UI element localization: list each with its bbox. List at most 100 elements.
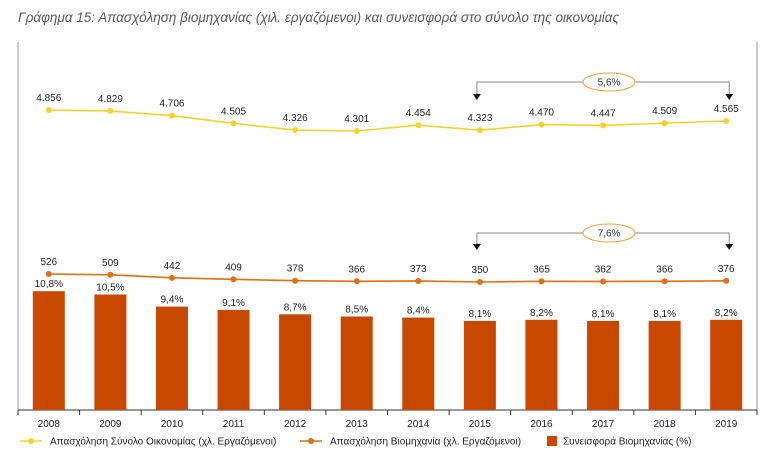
bar-label-2017: 8,1% — [592, 309, 615, 320]
total-employment-label-2008: 4.856 — [36, 93, 61, 104]
x-tick-label-2015: 2015 — [469, 419, 492, 430]
industry-employment-label-2008: 526 — [40, 257, 57, 268]
total-employment-point-2015 — [476, 127, 483, 134]
contribution-legend-label: Συνεισφορά Βιομηχανίας (%) — [563, 436, 692, 448]
industry-employment-point-2014 — [415, 277, 422, 284]
total-employment-label-2010: 4.706 — [159, 99, 184, 110]
bar-label-2013: 8,5% — [345, 305, 368, 316]
industry-employment-point-2013 — [353, 278, 360, 285]
industry-employment-label-2012: 378 — [287, 264, 304, 275]
chart-title: Γράφημα 15: Απασχόληση βιομηχανίας (χιλ.… — [18, 10, 620, 25]
total-employment-label-2012: 4.326 — [283, 113, 308, 124]
industry-employment-point-2017 — [600, 278, 607, 285]
x-tick-label-2010: 2010 — [161, 419, 184, 430]
total-employment-point-2012 — [292, 127, 299, 134]
industry-employment-label-2009: 509 — [102, 258, 119, 269]
bar-label-2016: 8,2% — [530, 308, 553, 319]
total-change-arrow-start — [472, 94, 481, 100]
bar-label-2014: 8,4% — [407, 306, 430, 317]
industry-employment-point-2012 — [292, 277, 299, 284]
bar-label-2008: 10,8% — [35, 279, 63, 290]
industry-employment-point-2016 — [538, 278, 545, 285]
total-employment-point-2016 — [538, 121, 545, 128]
industry-employment-legend-marker — [308, 438, 314, 444]
bar-2009 — [94, 294, 127, 410]
bar-2017 — [587, 320, 620, 410]
industry-change-arrow-start — [472, 244, 481, 250]
bar-label-2019: 8,2% — [715, 308, 738, 319]
industry-change-arrow-end — [725, 244, 734, 250]
total-employment-label-2018: 4.509 — [652, 106, 677, 117]
bar-2015 — [463, 320, 496, 410]
x-tick-label-2018: 2018 — [654, 419, 677, 430]
total-employment-label-2013: 4.301 — [344, 114, 369, 125]
total-employment-point-2009 — [107, 108, 114, 115]
bar-label-2009: 10,5% — [96, 283, 124, 294]
total-employment-legend-marker — [28, 438, 34, 444]
bar-2008 — [32, 291, 65, 410]
total-employment-label-2009: 4.829 — [98, 94, 123, 105]
bar-2012 — [279, 314, 312, 410]
industry-employment-point-2011 — [230, 276, 237, 283]
x-tick-label-2013: 2013 — [346, 419, 369, 430]
bar-2018 — [648, 320, 681, 410]
industry-change-ellipse — [582, 223, 636, 243]
bar-label-2015: 8,1% — [468, 309, 491, 320]
x-tick-label-2017: 2017 — [592, 419, 615, 430]
total-employment-point-2013 — [353, 128, 360, 134]
x-tick-label-2012: 2012 — [284, 419, 307, 430]
total-change-value: 5,6% — [598, 78, 621, 89]
total-employment-point-2011 — [230, 120, 237, 127]
bar-label-2012: 8,7% — [284, 302, 307, 313]
bar-2013 — [340, 316, 373, 410]
total-employment-label-2011: 4.505 — [221, 106, 246, 117]
industry-employment-label-2019: 376 — [718, 264, 735, 275]
total-employment-point-2018 — [661, 120, 668, 127]
industry-employment-label-2014: 373 — [410, 264, 427, 275]
industry-employment-legend-label: Απασχόληση Βιομηχανία (χλ. Εργαζόμενοι) — [330, 436, 521, 448]
industry-employment-point-2015 — [476, 279, 483, 285]
total-employment-label-2019: 4.565 — [714, 104, 739, 115]
bar-label-2010: 9,4% — [161, 295, 184, 306]
industry-employment-label-2010: 442 — [164, 261, 181, 272]
bar-2016 — [525, 319, 558, 410]
x-tick-label-2014: 2014 — [407, 419, 430, 430]
total-employment-point-2008 — [45, 107, 52, 113]
total-employment-point-2014 — [415, 122, 422, 129]
total-employment-point-2010 — [168, 112, 175, 119]
industry-employment-label-2015: 350 — [472, 265, 489, 276]
total-employment-point-2017 — [600, 122, 607, 129]
industry-change-value: 7,6% — [598, 229, 621, 240]
bar-label-2018: 8,1% — [653, 309, 676, 320]
industry-employment-point-2009 — [107, 271, 114, 278]
x-tick-label-2019: 2019 — [715, 419, 738, 430]
x-tick-label-2009: 2009 — [99, 419, 122, 430]
total-employment-label-2014: 4.454 — [406, 108, 431, 119]
industry-employment-point-2019 — [723, 277, 730, 284]
industry-employment-point-2010 — [168, 274, 175, 281]
x-tick-label-2011: 2011 — [223, 419, 245, 430]
total-employment-label-2017: 4.447 — [591, 108, 616, 119]
x-tick-label-2016: 2016 — [530, 419, 553, 430]
industry-employment-line — [48, 273, 727, 283]
industry-employment-label-2018: 366 — [656, 264, 673, 275]
bar-2010 — [155, 306, 188, 410]
bar-2011 — [217, 309, 250, 410]
industry-employment-label-2017: 362 — [595, 264, 612, 275]
total-change-ellipse — [582, 72, 636, 92]
total-employment-legend-label: Απασχόληση Σύνολο Οικονομίας (χλ. Εργαζό… — [50, 436, 276, 448]
industry-employment-label-2011: 409 — [225, 262, 242, 273]
bar-2014 — [402, 317, 435, 410]
industry-employment-point-2008 — [45, 271, 52, 277]
industry-employment-label-2013: 366 — [348, 264, 365, 275]
total-employment-label-2016: 4.470 — [529, 108, 554, 119]
bar-label-2011: 9,1% — [222, 298, 245, 309]
total-employment-label-2015: 4.323 — [467, 113, 492, 124]
total-employment-point-2019 — [723, 118, 730, 125]
contribution-legend-swatch — [547, 436, 557, 446]
total-employment-line — [48, 109, 727, 132]
bar-2019 — [710, 319, 743, 410]
industry-employment-point-2018 — [661, 278, 668, 285]
